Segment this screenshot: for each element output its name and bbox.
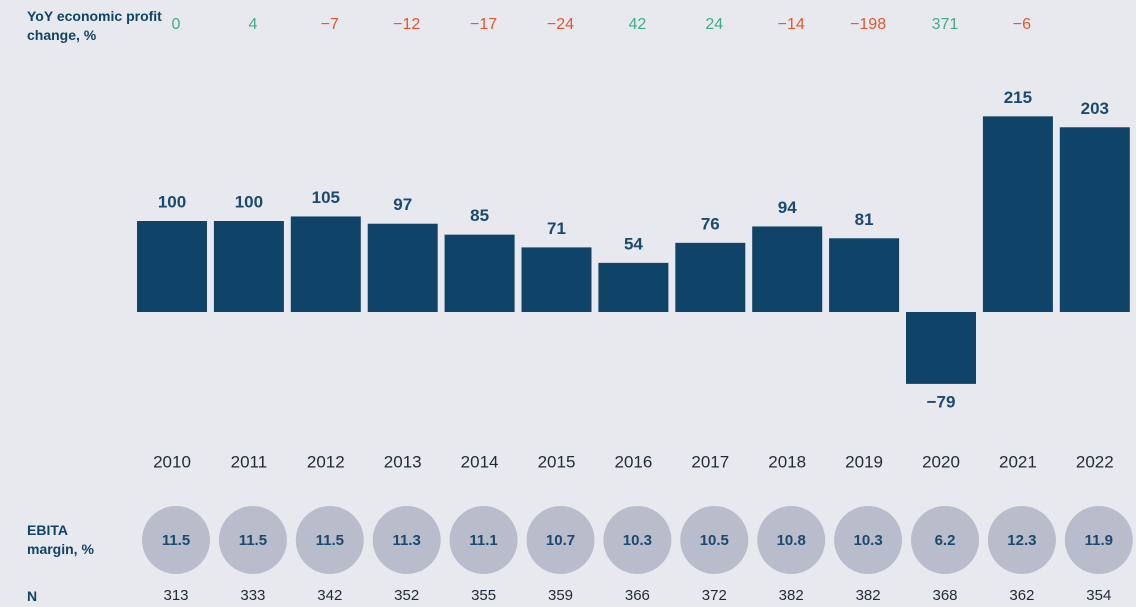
bar [137,221,207,312]
bar [521,247,592,312]
n-value: 359 [548,587,573,604]
margin-value: 11.1 [469,532,497,549]
margin-value: 10.5 [700,532,729,549]
n-value: 313 [163,587,188,604]
bar [367,223,438,312]
n-value: 354 [1086,587,1111,604]
bar-value-label: 105 [312,188,340,207]
bar [290,216,361,312]
bar [598,262,669,312]
margin-value: 11.5 [162,532,190,549]
yoy-value: 4 [248,16,257,33]
margin-badge [834,506,903,574]
bar-value-label: −79 [927,392,956,411]
x-tick-label: 2010 [153,452,191,471]
margin-badge [911,506,979,574]
bar-value-label: 97 [393,195,412,214]
n-value: 366 [625,587,650,604]
yoy-value: 371 [932,16,959,33]
x-tick-label: 2012 [307,452,345,471]
bar [213,221,284,312]
margin-value: 11.3 [393,532,421,549]
margin-badge [142,506,210,574]
bar-value-label: 85 [470,206,489,225]
margin-badge [1064,506,1133,574]
bar-value-label: 94 [778,198,797,217]
bar-value-label: 215 [1004,88,1032,107]
yoy-value: −12 [393,16,420,33]
margin-value: 11.5 [239,532,267,549]
x-tick-label: 2015 [538,452,576,471]
x-tick-label: 2021 [999,452,1037,471]
bar [675,242,746,312]
yoy-value: −6 [1013,16,1031,33]
margin-badge [757,506,826,574]
margin-value: 11.5 [316,532,344,549]
bar [1059,127,1130,313]
margin-value: 10.8 [777,532,806,549]
margin-value: 10.3 [623,532,652,549]
n-value: 333 [240,587,265,604]
yoy-value: −17 [470,16,497,33]
margin-value: 10.3 [853,532,882,549]
x-tick-label: 2019 [845,452,883,471]
bar [982,116,1053,312]
bar-value-label: 81 [855,210,874,229]
yoy-value: 42 [629,16,647,33]
n-value: 355 [471,587,496,604]
n-value: 342 [317,587,342,604]
margin-badge [987,506,1056,574]
bar-value-label: 100 [235,192,263,211]
margin-badge [372,506,441,574]
margin-row-label: EBITA margin, % [27,522,94,557]
yoy-value: 24 [705,16,723,33]
bar [752,226,823,312]
x-tick-label: 2014 [461,452,499,471]
yoy-value: −24 [547,16,574,33]
margin-value: 12.3 [1007,532,1036,549]
x-tick-label: 2016 [614,452,652,471]
bar-value-label: 100 [158,192,186,211]
x-tick-label: 2020 [922,452,960,471]
x-tick-label: 2013 [384,452,422,471]
n-value: 368 [932,587,957,604]
n-value: 362 [1009,587,1034,604]
x-tick-label: 2018 [768,452,806,471]
n-value: 352 [394,587,419,604]
n-value: 382 [856,587,881,604]
bar [829,238,900,312]
bar-value-label: 76 [701,214,720,233]
x-tick-label: 2011 [231,452,268,471]
margin-badge [526,506,595,574]
bar [906,312,976,384]
x-tick-label: 2017 [691,452,729,471]
margin-badge [295,506,364,574]
bar-value-label: 203 [1081,99,1109,118]
bar-value-label: 71 [547,219,566,238]
bar [444,234,515,312]
margin-badge [218,506,287,574]
margin-value: 11.9 [1085,532,1113,549]
n-row-label: N [27,588,38,604]
margin-badge [449,506,518,574]
yoy-row-label: YoY economic profit change, % [27,8,162,43]
margin-badge [680,506,749,574]
margin-value: 6.2 [935,532,956,549]
margin-value: 10.7 [546,532,575,549]
n-value: 372 [702,587,727,604]
yoy-value: −14 [778,16,805,33]
x-tick-label: 2022 [1076,452,1114,471]
n-value: 382 [779,587,804,604]
yoy-value: −7 [321,16,339,33]
yoy-value: 0 [172,16,181,33]
bar-value-label: 54 [624,234,643,253]
margin-badge [603,506,672,574]
yoy-value: −198 [850,16,886,33]
